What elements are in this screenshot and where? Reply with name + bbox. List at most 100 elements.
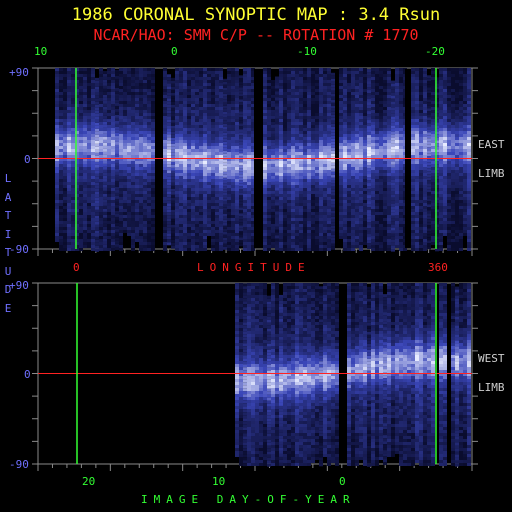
map-cell xyxy=(315,122,319,125)
map-cell xyxy=(79,104,83,107)
map-cell xyxy=(363,164,367,167)
map-cell xyxy=(291,128,295,131)
map-cell xyxy=(235,104,239,107)
map-cell xyxy=(391,92,395,96)
map-cell xyxy=(371,89,375,92)
map-cell xyxy=(247,167,251,170)
map-cell xyxy=(275,247,279,251)
map-cell xyxy=(323,245,327,248)
map-cell xyxy=(251,245,255,248)
map-cell xyxy=(375,83,379,86)
map-cell xyxy=(95,209,99,213)
map-cell xyxy=(191,161,195,164)
map-cell xyxy=(55,176,59,179)
map-cell xyxy=(195,239,199,242)
map-cell xyxy=(123,152,127,155)
map-cell xyxy=(307,101,311,104)
map-cell xyxy=(195,182,199,185)
map-cell xyxy=(67,83,71,86)
map-cell xyxy=(107,122,111,125)
map-cell xyxy=(79,188,83,191)
map-cell xyxy=(231,107,235,110)
map-cell xyxy=(167,128,171,132)
map-cell xyxy=(215,248,219,251)
map-cell xyxy=(167,197,171,201)
map-cell xyxy=(295,215,299,218)
map-cell xyxy=(131,227,135,230)
map-cell xyxy=(223,123,227,127)
map-cell xyxy=(147,119,151,122)
map-cell xyxy=(147,206,151,209)
map-cell xyxy=(123,74,127,77)
map-cell xyxy=(211,98,215,101)
map-cell xyxy=(263,170,267,173)
map-cell xyxy=(367,120,371,124)
map-cell xyxy=(67,182,71,185)
map-cell xyxy=(131,233,135,236)
map-cell xyxy=(263,140,267,143)
map-cell xyxy=(143,218,147,221)
map-cell xyxy=(191,170,195,173)
map-cell xyxy=(163,227,167,230)
map-cell xyxy=(279,191,283,194)
map-cell xyxy=(115,171,119,175)
map-cell xyxy=(91,179,95,182)
map-cell xyxy=(215,110,219,113)
map-cell xyxy=(143,164,147,167)
map-cell xyxy=(303,134,307,137)
map-cell xyxy=(167,242,171,246)
map-cell xyxy=(239,123,243,127)
map-cell xyxy=(383,188,387,191)
map-cell xyxy=(147,86,151,89)
map-cell xyxy=(71,233,75,236)
map-cell xyxy=(379,134,383,137)
map-cell xyxy=(71,173,75,176)
map-cell xyxy=(207,179,211,182)
map-cell xyxy=(311,74,315,77)
map-cell xyxy=(115,129,119,133)
map-cell xyxy=(383,83,387,86)
map-cell xyxy=(59,137,63,140)
map-cell xyxy=(227,185,231,188)
map-cell xyxy=(371,77,375,80)
map-cell xyxy=(359,209,363,212)
map-cell xyxy=(95,104,99,108)
map-cell xyxy=(331,96,335,100)
map-cell xyxy=(295,113,299,116)
map-cell xyxy=(387,71,391,74)
map-cell xyxy=(219,83,223,86)
map-cell xyxy=(131,104,135,107)
map-cell xyxy=(327,104,331,107)
map-cell xyxy=(147,236,151,239)
map-cell xyxy=(295,233,299,236)
map-cell xyxy=(307,68,311,71)
map-cell xyxy=(315,233,319,236)
map-cell xyxy=(375,248,379,251)
map-cell xyxy=(247,98,251,101)
map-cell xyxy=(291,161,295,164)
map-cell xyxy=(83,74,87,77)
map-cell xyxy=(379,95,383,98)
map-cell xyxy=(327,107,331,110)
map-cell xyxy=(315,191,319,194)
map-cell xyxy=(83,104,87,107)
map-cell xyxy=(223,147,227,151)
map-cell xyxy=(183,104,187,107)
map-cell xyxy=(163,101,167,104)
map-cell xyxy=(59,215,63,218)
map-cell xyxy=(315,230,319,233)
map-cell xyxy=(367,90,371,94)
map-cell xyxy=(279,83,283,86)
map-cell xyxy=(103,193,107,197)
map-cell xyxy=(163,170,167,173)
map-cell xyxy=(243,218,247,221)
map-cell xyxy=(391,89,395,93)
map-cell xyxy=(247,200,251,203)
map-cell xyxy=(343,122,347,125)
map-cell xyxy=(283,74,287,77)
map-cell xyxy=(59,71,63,74)
map-cell xyxy=(207,98,211,101)
map-cell xyxy=(331,135,335,139)
map-cell xyxy=(387,209,391,212)
map-cell xyxy=(343,107,347,110)
